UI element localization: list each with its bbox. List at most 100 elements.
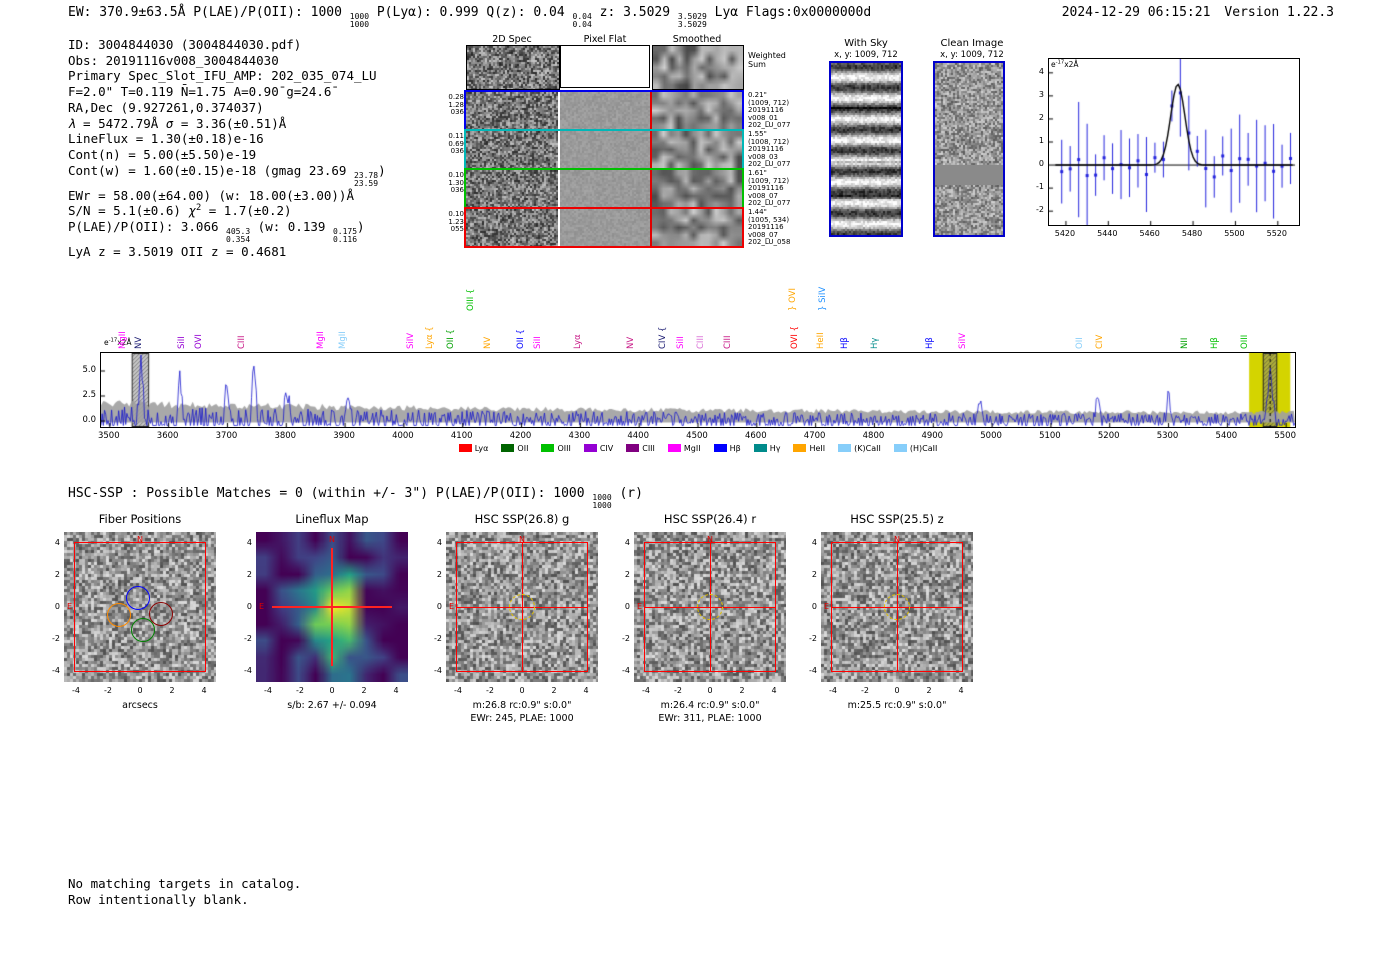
fiber-circle [148,602,173,627]
row-fiber-annotation: 1.61" (1009, 712) 20191116 v008_07 202_LU_07… [748,169,812,208]
info-line: λ = 5472.79Å σ = 3.36(±0.51)Å [68,116,386,132]
row-smoothed-image [652,92,742,129]
row-smoothed-image [652,131,742,168]
legend-item: Hβ [713,443,741,453]
row-color-border [464,90,744,131]
row-fiber-annotation-line: 20191116 [748,223,784,232]
x-tick-label: 2 [169,686,175,695]
panel-xlabel: arcsecs [122,700,158,711]
legend-label: Hβ [729,443,741,453]
stacked-fraction: 23.78 23.59 [353,171,379,188]
x-tick-label: 4100 [450,431,473,441]
legend-item: MgII [667,444,701,453]
row-weight-value: 036 [450,147,464,156]
line-fit-plot: 5420 5440 5460 5480 5500 5520 4 3 2 1 0 -1 -2 e-17x2Å [1018,50,1348,250]
info-line: LineFlux = 1.30(±0.18)e-16 [68,131,386,147]
legend-label: Lyα [474,443,489,453]
x-tick-label: 4 [771,686,777,695]
x-tick-label: 5100 [1039,431,1061,441]
row-fiber-annotation-line: 1.44" [748,208,767,216]
x-tick-label: 4 [201,686,207,695]
clean-image [935,63,1003,235]
y-tick-label: 2.5 [82,390,96,400]
fraction-top: 1000 [349,12,370,21]
y-tick-label: -2 [622,634,630,643]
info-line: Primary Spec_Slot_IFU_AMP: 202_035_074_L… [68,68,386,84]
with-sky-coords: x, y: 1009, 712 [834,50,898,60]
emission-line-label: Lyα { [424,326,435,349]
row-fiber-annotation-line: v008_01 [748,113,778,122]
emission-line-label: CIII [722,335,733,349]
crosshair-vertical [709,542,711,672]
text-run: z: 3.5029 [591,5,678,20]
panel-caption: EWr: 245, PLAE: 1000 [470,713,574,724]
legend-swatch [667,444,681,452]
crosshair-horizontal [456,606,588,608]
stacked-fraction: 3.5029 3.5029 [678,13,707,29]
row-weight-value: 0.69 [448,139,464,148]
compass-east-label: E [259,602,265,611]
legend-swatch [541,444,555,452]
x-tick-label: 5200 [1097,431,1120,441]
x-tick-label: 2 [551,686,557,695]
row-smoothed-image [652,170,742,207]
text-run: ) [357,219,365,235]
header-timestamp-block: 2024-12-29 06:15:21 Version 1.22.3 [1046,5,1334,20]
row-weight-value: 0.11 [448,132,464,140]
crosshair-horizontal [644,606,776,608]
emission-line-label: Lyα [572,334,583,349]
compass-east-label: E [824,602,830,611]
panel-image [256,532,408,682]
row-fiber-annotation: 0.21" (1009, 712) 20191116 v008_01 202_LU_07… [748,91,812,130]
text-run: ) [378,162,386,178]
fraction-top: 1000 [592,493,612,502]
row-weight-values: 0.10 1.23 055 [440,210,464,234]
line-fit-canvas [1049,59,1299,225]
fraction-top: 405.3 [226,227,251,237]
x-tick-label: -2 [674,686,682,695]
x-tick-label: 0 [894,686,900,695]
row-weight-values: 0.28 1.28 036 [440,93,464,117]
x-tick-label: 4900 [921,431,944,441]
row-smoothed-divider [650,131,652,168]
full-spectrum-plot: 3500 3600 3700 3800 3900 4000 4100 4200 4300 4400… [60,270,1360,470]
legend-label: (K)CaII [854,443,881,453]
y-tick-label: 0 [1038,159,1044,169]
legend-item: Hγ [753,443,781,453]
emission-line-label: MgII [337,331,348,349]
x-tick-label: 4 [583,686,589,695]
x-tick-label: 4 [958,686,964,695]
row-fiber-annotation-line: 202_LU_058 [748,238,791,247]
panel-title: Fiber Positions [98,512,182,526]
stacked-fraction: 0.175 0.116 [333,228,357,244]
legend-label: CIV [599,443,614,453]
legend-label: Hγ [769,443,781,453]
fraction-bottom: 0.116 [332,235,358,245]
stacked-fraction: 1000 1000 [592,494,611,510]
panel-extent-box [74,542,206,672]
x-tick-label: 2 [739,686,745,695]
fraction-bottom: 23.59 [353,178,379,188]
y-tick-label: -4 [52,666,60,675]
weighted-sum-label: Weighted Sum [748,51,808,71]
emission-line-label: SiII [675,336,686,349]
spec2d-cutout-section: 2D Spec Pixel Flat Smoothed Weighted Sum 0.28… [448,34,816,254]
emission-line-label: Hβ [840,337,851,349]
y-tick-label: 4 [54,538,60,547]
spectrum-canvas [101,353,1295,427]
row-pixelflat-image [560,131,650,168]
y-tick-label: 0 [811,602,817,611]
x-tick-label: 4000 [392,431,414,441]
row-fiber-annotation-line: 202_LU_077 [748,160,791,169]
panel-caption: EWr: 311, PLAE: 1000 [658,713,762,724]
row-fiber-annotation: 1.55" (1008, 712) 20191116 v008_03 202_LU_07… [748,130,812,169]
panel-image [446,532,598,682]
emission-line-label: OVI [194,334,205,349]
x-tick-label: -2 [296,686,304,695]
emission-line-label: HeII [815,332,826,349]
legend-swatch [626,444,640,452]
row-weight-value: 1.23 [448,217,464,226]
spectrum-legend: Lyα OII OIII CIV CIII MgII Hβ Hγ HeII (K)CaII (H)C… [100,442,1296,454]
row-fiber-annotation-line: v008_07 [748,191,778,200]
legend-label: OIII [557,443,571,453]
